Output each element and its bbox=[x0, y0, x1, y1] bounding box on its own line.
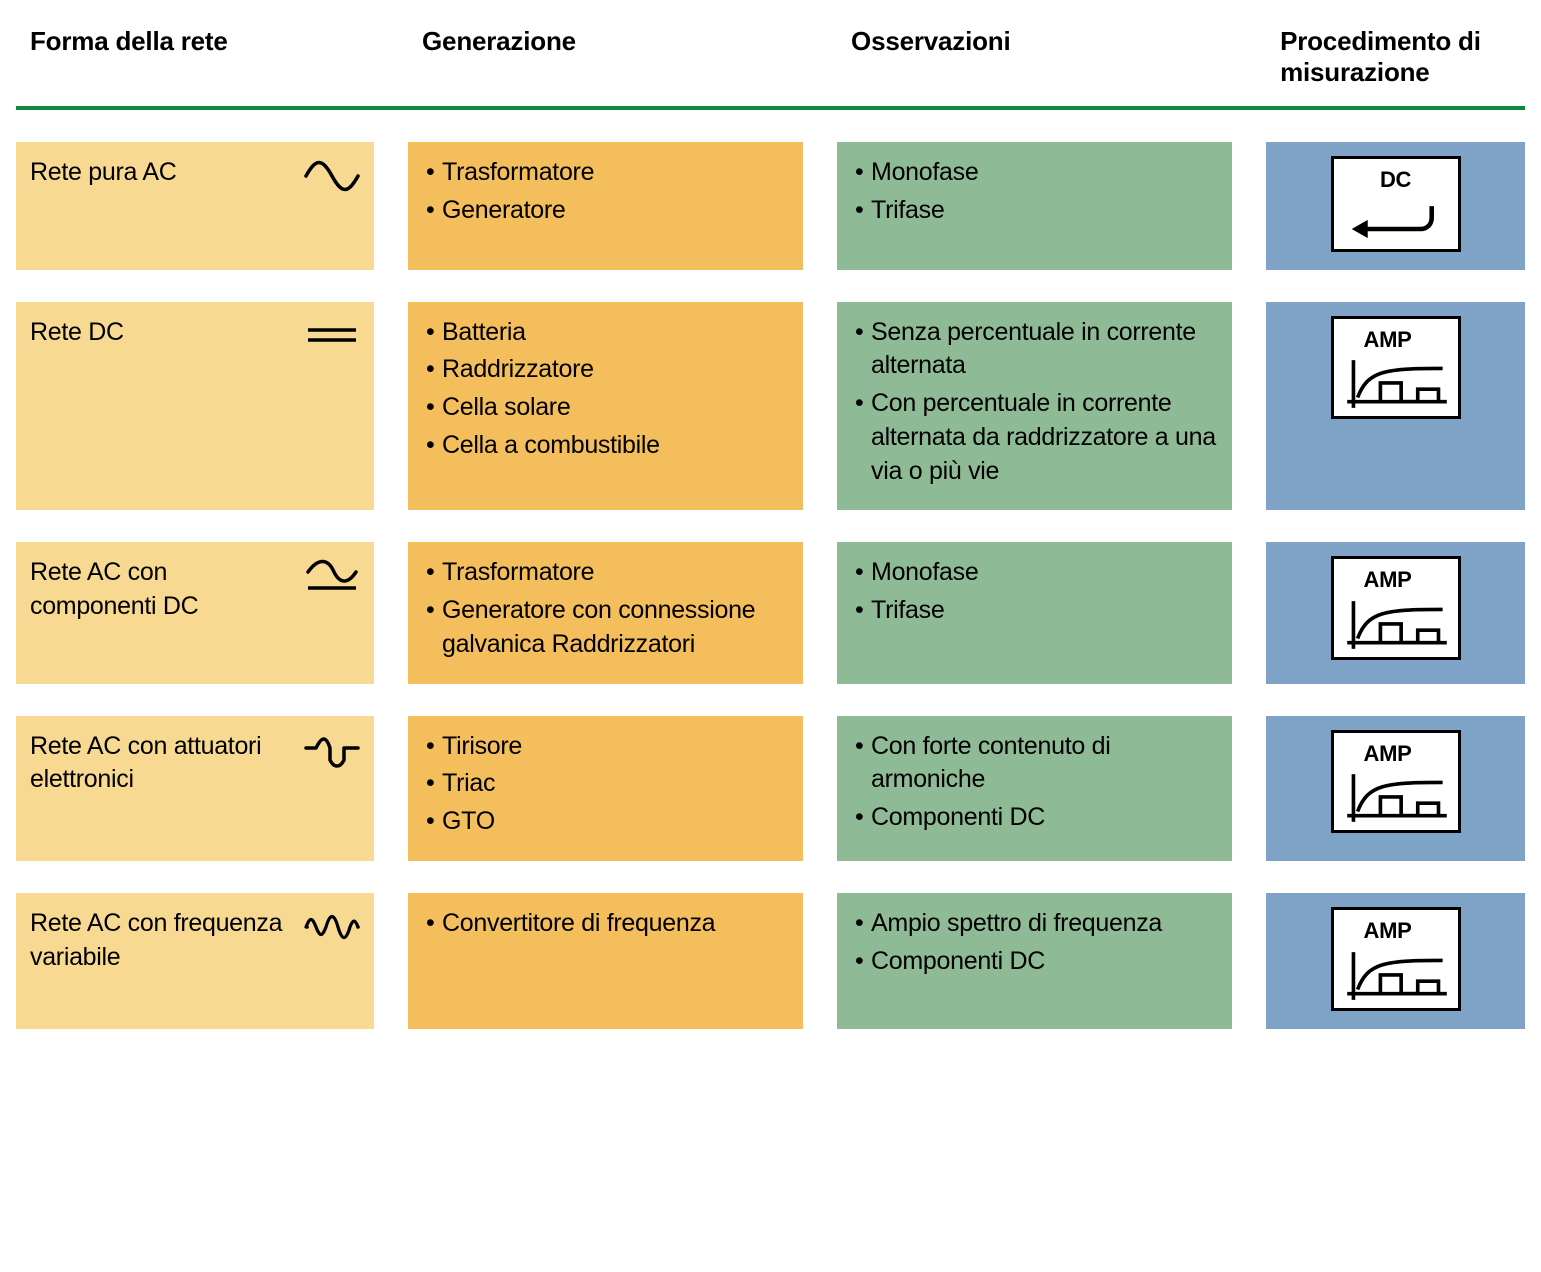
dc-return-arrow-icon bbox=[1342, 197, 1446, 245]
cell-oss: Senza percentuale in corrente alternataC… bbox=[837, 302, 1232, 511]
list-item: Con forte contenuto di armoniche bbox=[851, 730, 1218, 798]
amp-curve-icon bbox=[1342, 770, 1452, 826]
form-label: Rete DC bbox=[30, 316, 296, 350]
oss-list: Ampio spettro di frequenza Componenti DC bbox=[851, 907, 1218, 979]
cell-gen: BatteriaRaddrizzatore Cella solare Cella a… bbox=[408, 302, 803, 511]
list-item: Raddrizzatore bbox=[422, 353, 789, 387]
list-item: Monofase bbox=[851, 556, 1218, 590]
list-item: Componenti DC bbox=[851, 945, 1218, 979]
cell-form: Rete AC con fre­quenza variabile bbox=[16, 893, 374, 1029]
list-item: Trifase bbox=[851, 594, 1218, 628]
form-label: Rete AC con componenti DC bbox=[30, 556, 296, 624]
cell-proc: AMP bbox=[1266, 542, 1525, 683]
gen-list: TirisoreTriac GTO bbox=[422, 730, 789, 839]
table-row: Rete AC con componenti DC Trasformatore Ge… bbox=[16, 542, 1525, 683]
header-proc: Procedimento di misurazione bbox=[1266, 16, 1525, 110]
cell-gen: Trasformatore Generatore con connessione … bbox=[408, 542, 803, 683]
table-row: Rete AC con fre­quenza variabile Converti… bbox=[16, 893, 1525, 1029]
oss-list: Monofase Trifase bbox=[851, 156, 1218, 228]
oss-list: Monofase Trifase bbox=[851, 556, 1218, 628]
list-item: Con percentuale in corrente alternata da… bbox=[851, 387, 1218, 488]
cell-proc: DC bbox=[1266, 142, 1525, 270]
cell-proc: AMP bbox=[1266, 716, 1525, 861]
list-item: Tirisore bbox=[422, 730, 789, 764]
proc-amp-box: AMP bbox=[1331, 316, 1461, 420]
list-item: Convertitore di frequenza bbox=[422, 907, 789, 941]
amp-curve-icon bbox=[1342, 356, 1452, 412]
gen-list: Trasformatore Generatore con connessione … bbox=[422, 556, 789, 661]
header-form: Forma della rete bbox=[16, 16, 374, 110]
cell-gen: Convertitore di frequenza bbox=[408, 893, 803, 1029]
amp-curve-icon bbox=[1342, 597, 1452, 653]
form-label: Rete AC con fre­quenza variabile bbox=[30, 907, 296, 975]
proc-amp-box: AMP bbox=[1331, 556, 1461, 660]
cell-proc: AMP bbox=[1266, 302, 1525, 511]
list-item: Batteria bbox=[422, 316, 789, 350]
cell-oss: Monofase Trifase bbox=[837, 142, 1232, 270]
proc-dc-box: DC bbox=[1331, 156, 1461, 252]
form-label: Rete AC con attua­tori elettronici bbox=[30, 730, 296, 798]
list-item: Ampio spettro di frequenza bbox=[851, 907, 1218, 941]
table-row: Rete pura AC Trasformatore Generatore Monof… bbox=[16, 142, 1525, 270]
gen-list: Trasformatore Generatore bbox=[422, 156, 789, 228]
cell-form: Rete AC con attua­tori elettronici bbox=[16, 716, 374, 861]
waveform-sine-icon bbox=[304, 156, 360, 196]
cell-oss: Monofase Trifase bbox=[837, 542, 1232, 683]
waveform-dc-icon bbox=[304, 316, 360, 356]
list-item: Componenti DC bbox=[851, 801, 1218, 835]
proc-amp-box: AMP bbox=[1331, 730, 1461, 834]
cell-form: Rete DC bbox=[16, 302, 374, 511]
list-item: Triac bbox=[422, 767, 789, 801]
cell-proc: AMP bbox=[1266, 893, 1525, 1029]
cell-gen: Trasformatore Generatore bbox=[408, 142, 803, 270]
proc-label: AMP bbox=[1342, 739, 1450, 769]
list-item: GTO bbox=[422, 805, 789, 839]
cell-gen: TirisoreTriac GTO bbox=[408, 716, 803, 861]
amp-curve-icon bbox=[1342, 948, 1452, 1004]
proc-label: AMP bbox=[1342, 916, 1450, 946]
proc-label: AMP bbox=[1342, 325, 1450, 355]
proc-label: DC bbox=[1342, 165, 1450, 195]
cell-oss: Ampio spettro di frequenza Componenti DC bbox=[837, 893, 1232, 1029]
header-oss: Osservazioni bbox=[837, 16, 1232, 110]
list-item: Monofase bbox=[851, 156, 1218, 190]
proc-amp-box: AMP bbox=[1331, 907, 1461, 1011]
list-item: Generatore con connessione galvanica Rad… bbox=[422, 594, 789, 662]
oss-list: Senza percentuale in corrente alternataC… bbox=[851, 316, 1218, 489]
waveform-sine_offset-icon bbox=[304, 556, 360, 596]
list-item: Cella solare bbox=[422, 391, 789, 425]
waveform-varfreq-icon bbox=[304, 907, 360, 947]
list-item: Trasformatore bbox=[422, 156, 789, 190]
list-item: Trasformatore bbox=[422, 556, 789, 590]
cell-form: Rete pura AC bbox=[16, 142, 374, 270]
table-header-row: Forma della rete Generazione Osservazion… bbox=[16, 16, 1525, 110]
table-row: Rete DC BatteriaRaddrizzatore Cella solare… bbox=[16, 302, 1525, 511]
list-item: Cella a combustibile bbox=[422, 429, 789, 463]
list-item: Trifase bbox=[851, 194, 1218, 228]
network-forms-table: Forma della rete Generazione Osservazion… bbox=[16, 16, 1525, 1029]
table-row: Rete AC con attua­tori elettronici Tiriso… bbox=[16, 716, 1525, 861]
gen-list: Convertitore di frequenza bbox=[422, 907, 789, 941]
cell-oss: Con forte contenuto di armonicheComponen… bbox=[837, 716, 1232, 861]
header-gen: Generazione bbox=[408, 16, 803, 110]
form-label: Rete pura AC bbox=[30, 156, 296, 190]
list-item: Senza percentuale in corrente alternata bbox=[851, 316, 1218, 384]
waveform-chopped-icon bbox=[304, 730, 360, 770]
proc-label: AMP bbox=[1342, 565, 1450, 595]
oss-list: Con forte contenuto di armonicheComponen… bbox=[851, 730, 1218, 835]
gen-list: BatteriaRaddrizzatore Cella solare Cella a… bbox=[422, 316, 789, 463]
list-item: Generatore bbox=[422, 194, 789, 228]
cell-form: Rete AC con componenti DC bbox=[16, 542, 374, 683]
